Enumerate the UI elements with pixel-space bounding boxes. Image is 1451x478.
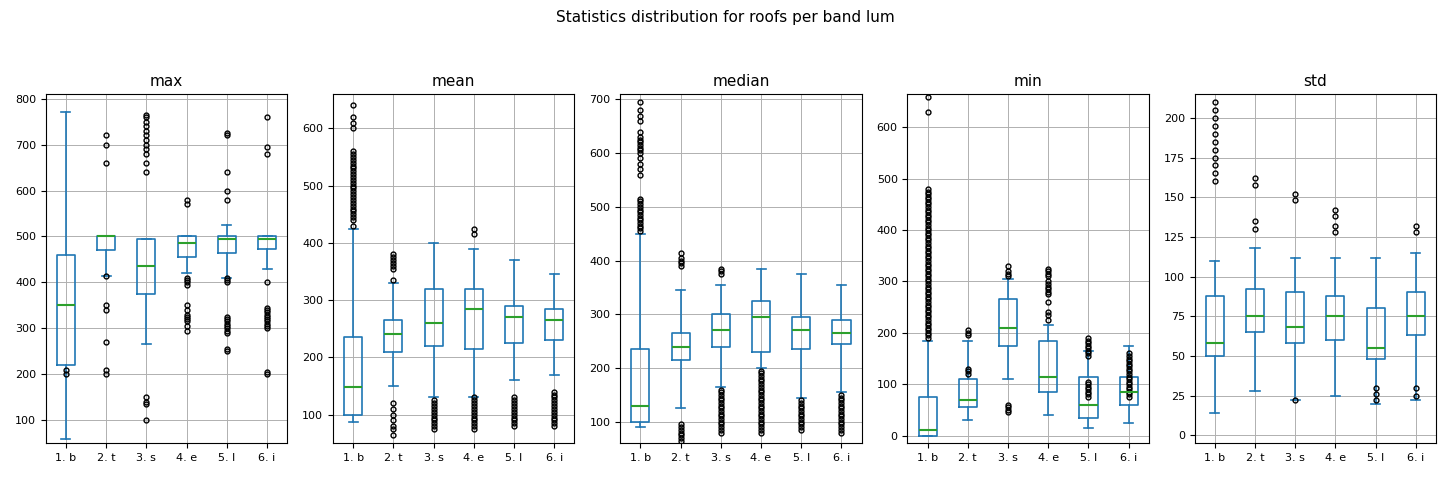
Title: std: std: [1303, 74, 1328, 89]
Title: max: max: [149, 74, 183, 89]
Text: Statistics distribution for roofs per band lum: Statistics distribution for roofs per ba…: [556, 10, 895, 24]
Title: min: min: [1014, 74, 1042, 89]
Title: median: median: [712, 74, 769, 89]
Title: mean: mean: [432, 74, 476, 89]
